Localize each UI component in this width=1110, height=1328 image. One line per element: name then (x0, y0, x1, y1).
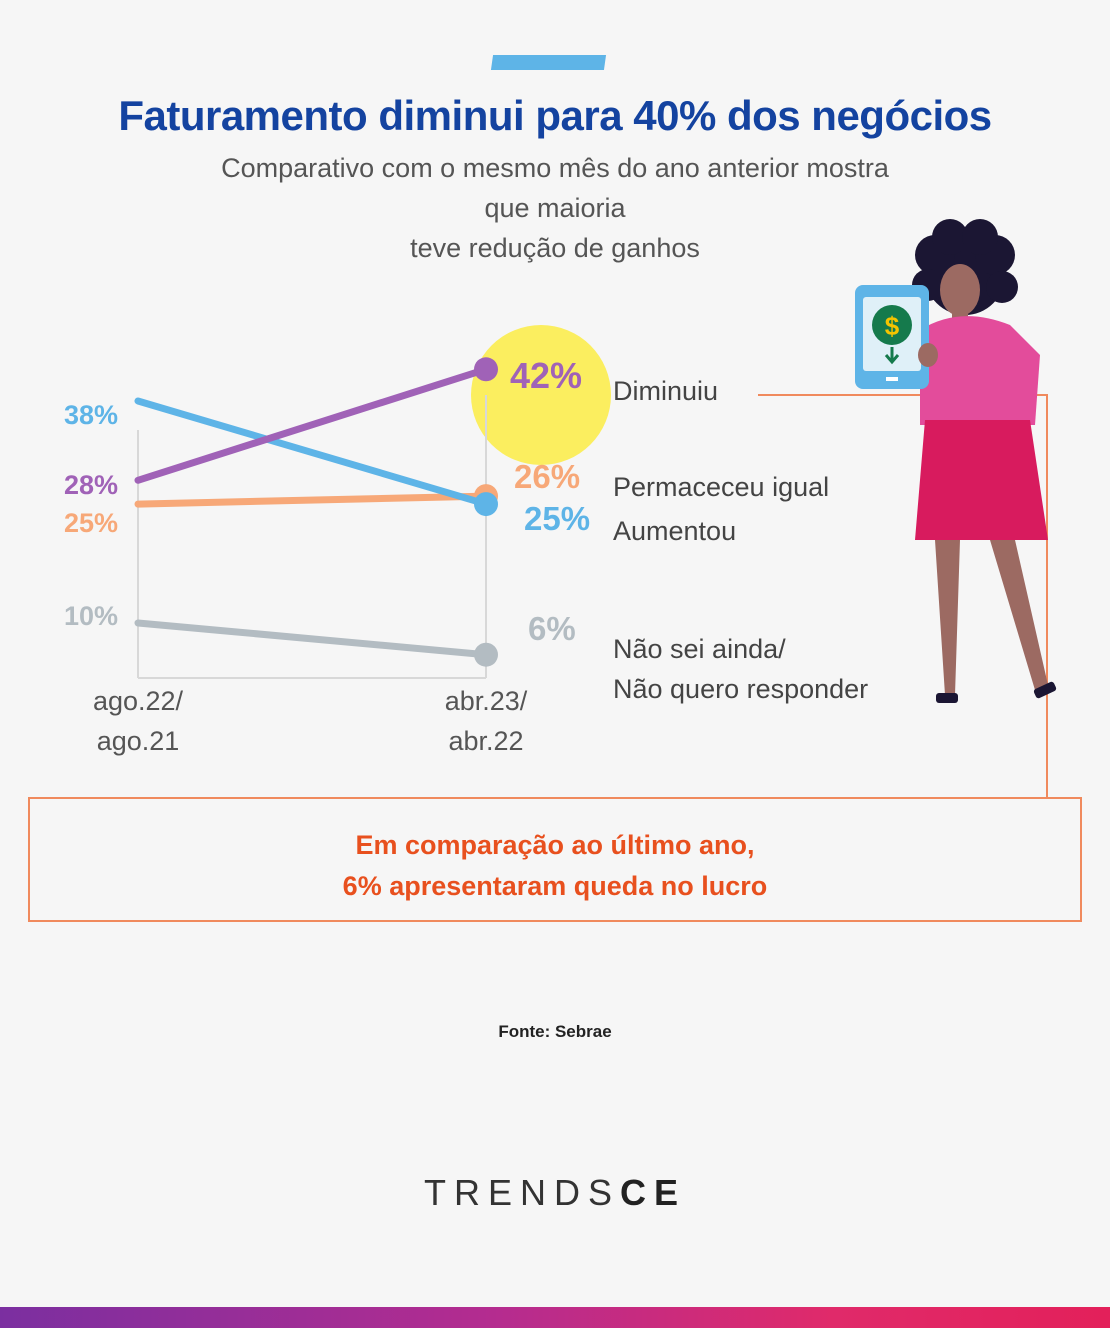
woman-shoe-right (1033, 681, 1057, 699)
label-permaneceu-igual: Permaceceu igual (613, 472, 830, 502)
series-1-end-point (474, 357, 498, 382)
subtitle-line-2: teve redução de ganhos (410, 233, 700, 263)
page-title: Faturamento diminui para 40% dos negócio… (118, 92, 992, 139)
series-4-line (134, 619, 490, 659)
woman-shirt (920, 316, 1040, 425)
series-4-end-point (474, 642, 498, 667)
series-3-line (134, 397, 490, 508)
series-4-start-label: 10% (64, 601, 118, 631)
svg-text:$: $ (885, 311, 900, 341)
woman-shoe-left (936, 693, 958, 703)
label-aumentou: Aumentou (613, 516, 737, 546)
page-subtitle: Comparativo com o mesmo mês do ano anter… (205, 148, 905, 268)
series-3-end-point (474, 492, 498, 517)
series-1-line (134, 365, 490, 484)
dollar-down-icon: $ (872, 305, 912, 365)
series-4-end-label: 6% (528, 610, 576, 647)
woman-face (940, 264, 980, 316)
x-tick-label: abr.23/ (445, 686, 528, 716)
connector-line (758, 394, 1048, 797)
line-chart: 28% 42% 25% 26% 38% 25% 10% 6% ago.22/ago.21 abr.… (64, 325, 611, 756)
woman-legs (935, 540, 1048, 695)
series-2-start-label: 25% (64, 508, 118, 538)
trendsce-logo: TRENDSCE (0, 1172, 1110, 1214)
label-nao-sei-line-2: Não quero responder (613, 674, 869, 704)
series-1-start-label: 28% (64, 470, 118, 500)
series-2-end-label: 26% (514, 458, 580, 495)
label-nao-sei: Não sei ainda/ Não quero responder (613, 629, 868, 709)
source-note: Fonte: Sebrae (498, 1022, 612, 1041)
woman-holding-tablet-illustration: $ (855, 219, 1057, 703)
logo-part-1: TRENDS (423, 1172, 620, 1213)
series-1-end-label: 42% (510, 355, 582, 396)
series-2-line (134, 492, 490, 508)
x-tick-label: abr.22 (448, 726, 523, 756)
series-3-end-label: 25% (524, 500, 590, 537)
highlight-circle (471, 325, 611, 465)
label-nao-sei-line-1: Não sei ainda/ (613, 634, 786, 664)
woman-skirt (915, 420, 1048, 540)
logo-part-2: CE (620, 1172, 687, 1213)
subtitle-line-1: Comparativo com o mesmo mês do ano anter… (221, 153, 889, 223)
bottom-stripe (0, 1307, 1110, 1328)
series-3-start-label: 38% (64, 400, 118, 430)
callout-line-2: 6% apresentaram queda no lucro (342, 871, 768, 901)
woman-hand (918, 343, 938, 367)
callout-box: Em comparação ao último ano, 6% apresent… (28, 797, 1082, 922)
x-tick-label: ago.22/ (93, 686, 184, 716)
label-diminuiu: Diminuiu (613, 376, 719, 406)
x-tick-label: ago.21 (97, 726, 180, 756)
callout-line-1: Em comparação ao último ano, (355, 830, 755, 860)
